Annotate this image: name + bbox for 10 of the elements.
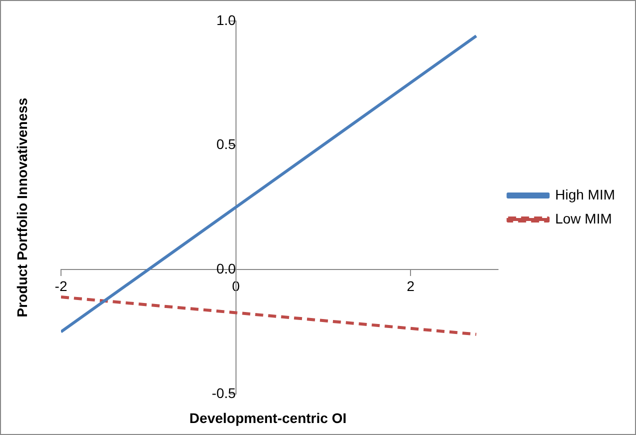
legend-label: High MIM — [555, 186, 616, 202]
y-tick-label: 0.0 — [216, 260, 236, 277]
x-tick-label: -2 — [54, 278, 68, 294]
y-axis-title: Product Portfolio Innovativeness — [14, 98, 30, 318]
y-tick-label: -0.5 — [212, 384, 236, 401]
legend-label: Low MIM — [555, 210, 612, 226]
y-tick-label: 1.0 — [216, 12, 236, 28]
x-axis-title: Development-centric OI — [189, 410, 347, 426]
y-tick-label: 0.5 — [216, 136, 236, 152]
x-tick-label: 2 — [406, 278, 415, 294]
